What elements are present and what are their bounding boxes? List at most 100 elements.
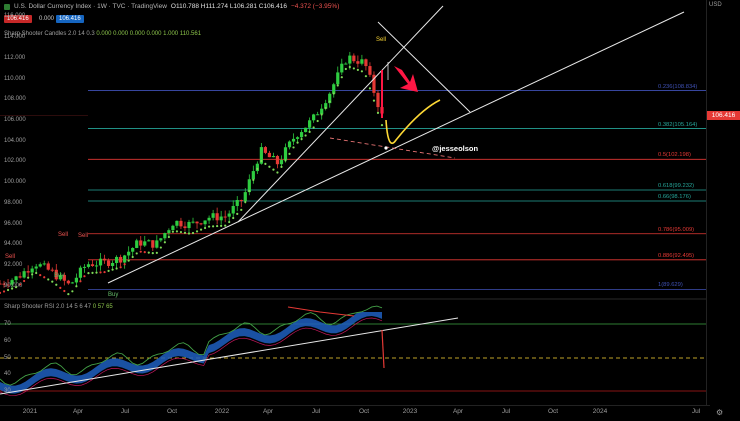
- time-axis[interactable]: [0, 405, 710, 421]
- trail-dot: [159, 246, 162, 249]
- candle-body: [139, 240, 143, 246]
- rsi-indicator-label: Sharp Shooter RSI 2.0 14 5 6 47: [4, 304, 92, 310]
- spread-value: 0.000: [39, 16, 55, 22]
- time-tick-label: Oct: [358, 408, 370, 415]
- time-tick-label: Apr: [72, 408, 84, 415]
- trail-dot: [127, 259, 130, 262]
- rsi-band: [0, 312, 382, 394]
- trail-dot: [167, 235, 170, 239]
- candle-body: [263, 147, 267, 153]
- trail-dot: [324, 106, 327, 110]
- price-tick-label: 104.000: [4, 137, 26, 144]
- projection-path: [385, 99, 441, 145]
- candle-body: [98, 258, 103, 266]
- trail-dot: [328, 100, 331, 103]
- candle-body: [287, 141, 292, 148]
- price-change: −4.372 (−3.95%): [290, 3, 340, 10]
- candle-body: [50, 269, 54, 271]
- candle-body: [219, 216, 223, 221]
- candle-body: [239, 200, 243, 202]
- candle-body: [340, 63, 344, 73]
- time-tick-label: Jul: [311, 408, 321, 415]
- trail-dot: [199, 228, 203, 231]
- rsi-tick-label: 50: [4, 355, 11, 361]
- trail-dot: [280, 165, 283, 168]
- candle-body: [368, 66, 372, 75]
- candle-body: [364, 59, 368, 67]
- candle-body: [251, 171, 255, 180]
- price-tick-label: 116.000: [4, 13, 26, 20]
- candle-body: [26, 271, 30, 273]
- trail-dot: [23, 279, 26, 283]
- sell-signal-label: Sell: [5, 254, 16, 260]
- trail-dot: [135, 252, 138, 255]
- candle-body: [0, 283, 2, 285]
- sell-price-pill[interactable]: 106.416: [4, 15, 32, 23]
- candle-body: [291, 138, 296, 142]
- price-tick-label: 98.000: [4, 199, 23, 206]
- price-tick-label: 90.000: [4, 282, 23, 289]
- candle-body: [10, 280, 14, 285]
- trail-dot: [368, 87, 372, 90]
- trail-dot: [2, 290, 6, 293]
- time-tick-label: 2021: [22, 408, 38, 415]
- trail-dot: [312, 126, 315, 129]
- fib-level-label: 0.236(108.834): [658, 83, 698, 90]
- trail-dot: [300, 137, 303, 141]
- candle-body: [187, 221, 191, 229]
- trail-dot: [115, 267, 118, 270]
- candle-body: [163, 233, 167, 239]
- price-tick-label: 100.000: [4, 179, 26, 186]
- rsi-divergence-line: [287, 306, 355, 317]
- candle-body: [275, 156, 280, 165]
- fib-level-label: 1(89.629): [658, 282, 683, 289]
- candle-body: [119, 256, 123, 263]
- candle-body: [316, 114, 320, 116]
- candle-body: [344, 63, 348, 65]
- trail-dot: [216, 224, 219, 228]
- trail-dot: [308, 130, 311, 133]
- symbol-title[interactable]: U.S. Dollar Currency Index · 1W · TVC · …: [14, 3, 167, 10]
- candles: [0, 51, 384, 296]
- chart-header: U.S. Dollar Currency Index · 1W · TVC · …: [4, 3, 339, 10]
- candle-body: [203, 220, 207, 225]
- price-tick-label: 114.000: [4, 34, 26, 41]
- price-axis[interactable]: [706, 0, 740, 405]
- trail-dot: [292, 146, 295, 149]
- trail-dot: [63, 289, 66, 293]
- trail-dot: [39, 274, 42, 277]
- trail-dot: [336, 84, 339, 87]
- trail-dot: [220, 224, 223, 227]
- candle-body: [18, 276, 22, 278]
- trail-dot: [143, 251, 146, 254]
- candle-body: [267, 152, 272, 158]
- candle-body: [135, 240, 139, 248]
- candle-body: [110, 263, 115, 266]
- trail-dot: [95, 271, 98, 274]
- price-tick-label: 108.000: [4, 96, 26, 103]
- candle-body: [271, 156, 276, 158]
- trail-dot: [212, 225, 215, 228]
- candle-body: [102, 258, 107, 261]
- trail-dot: [67, 293, 70, 296]
- candle-body: [147, 240, 151, 242]
- buy-price-pill[interactable]: 106.416: [56, 15, 84, 23]
- settings-gear-icon[interactable]: ⚙: [716, 408, 724, 417]
- trail-dot: [131, 255, 134, 259]
- candle-body: [6, 284, 10, 286]
- trail-dot: [356, 68, 359, 71]
- candle-body: [255, 163, 259, 172]
- time-tick-label: Oct: [166, 408, 178, 415]
- rsi-indicator-legend[interactable]: Sharp Shooter RSI 2.0 14 5 6 47 0 57 65: [4, 304, 113, 310]
- trail-dot: [332, 92, 335, 95]
- rsi-fast-line: [0, 305, 383, 386]
- trail-dot: [288, 152, 291, 156]
- candles-indicator-legend[interactable]: Sharp Shooter Candles 2.0 14 0.3 0.000 0…: [4, 31, 201, 37]
- rsi-drop-line: [381, 329, 385, 369]
- trail-dot: [71, 290, 74, 293]
- candle-body: [38, 264, 42, 267]
- trail-dot: [195, 230, 199, 233]
- trendline: [377, 21, 471, 113]
- trail-dot: [19, 283, 22, 286]
